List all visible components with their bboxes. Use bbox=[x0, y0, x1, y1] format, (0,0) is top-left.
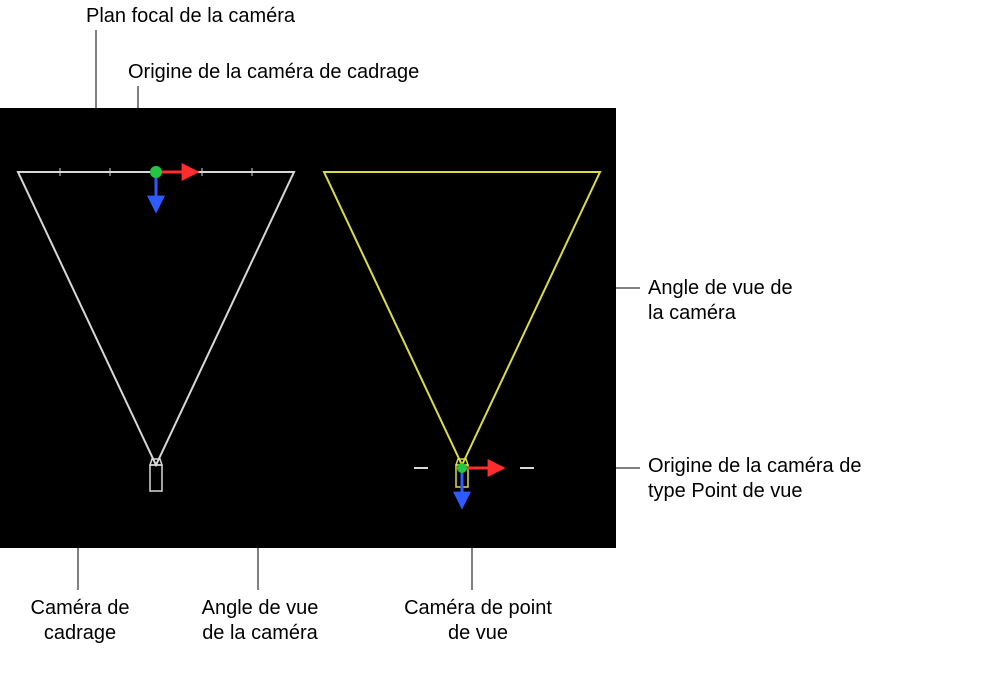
label-framing-origin: Origine de la caméra de cadrage bbox=[128, 60, 419, 85]
camera-diagram-svg bbox=[0, 0, 995, 678]
label-viewpoint-origin: Origine de la caméra de type Point de vu… bbox=[648, 454, 861, 504]
label-viewpoint-camera: Caméra de point de vue bbox=[388, 596, 568, 646]
label-framing-camera: Caméra de cadrage bbox=[10, 596, 150, 646]
label-angle-bottom: Angle de vue de la caméra bbox=[180, 596, 340, 646]
label-focal-plane: Plan focal de la caméra bbox=[86, 4, 295, 29]
label-angle-right: Angle de vue de la caméra bbox=[648, 276, 793, 326]
